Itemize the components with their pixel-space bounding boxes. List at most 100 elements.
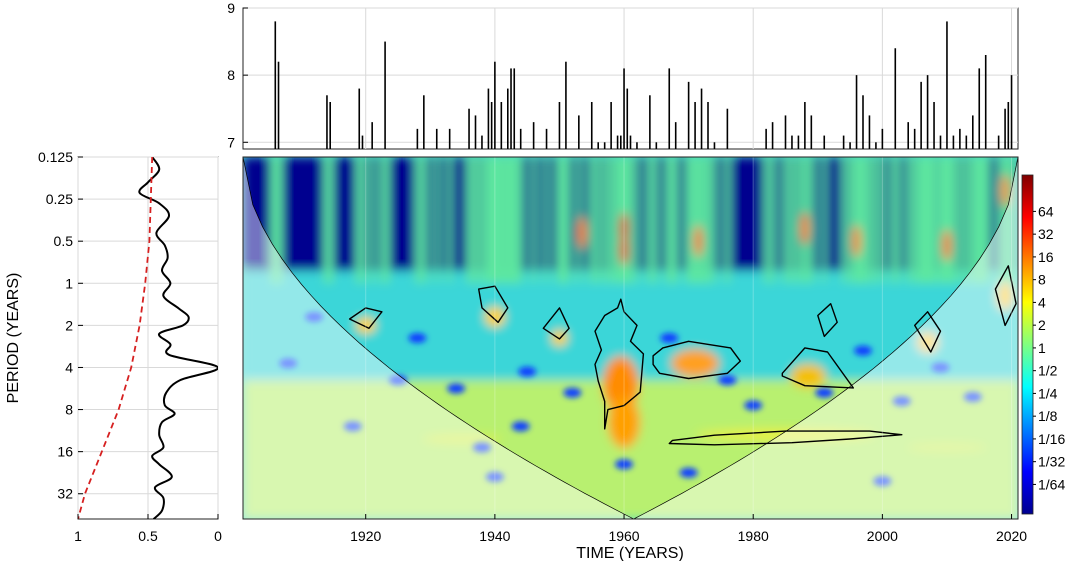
power-plume: [841, 157, 846, 284]
top-y-tick-label: 8: [227, 67, 235, 83]
left-x-tick-label: 0: [214, 528, 222, 544]
power-plume: [544, 157, 549, 284]
main-plot-frame: [242, 156, 1019, 520]
low-power-spot: [472, 442, 491, 453]
colorbar-tick-label: 1: [1038, 340, 1046, 356]
low-power-spot: [447, 383, 466, 394]
left-y-tick-label: 4: [65, 359, 73, 375]
top-y-tick-label: 7: [227, 134, 235, 150]
left-grid: [77, 156, 219, 519]
hot-core: [694, 225, 703, 258]
high-power-region: [608, 396, 641, 449]
high-power-region: [790, 363, 827, 388]
main-grid: [365, 157, 1013, 519]
power-plume: [705, 157, 711, 284]
power-plume: [970, 157, 976, 284]
x-axis-label: TIME (YEARS): [576, 545, 684, 561]
power-plume: [510, 157, 518, 284]
main-x-tick-label: 2000: [867, 528, 898, 544]
wavelet-power-field: [243, 157, 1018, 519]
low-power-spot: [305, 311, 324, 322]
power-plume: [415, 157, 420, 284]
power-plume: [602, 157, 607, 284]
significance-contour: [594, 298, 645, 430]
power-plume: [951, 157, 956, 284]
power-plume: [964, 157, 969, 284]
power-plume: [665, 157, 673, 284]
hot-core: [852, 225, 861, 258]
left-y-tick-label: 1: [65, 275, 73, 291]
left-y-tick-label: 0.25: [46, 191, 73, 207]
left-x-tick-label: 1: [74, 528, 82, 544]
power-plume: [323, 157, 331, 284]
top-panel: 7 8 9: [227, 0, 1019, 150]
power-plume: [912, 157, 917, 284]
global-spectrum-line: [138, 157, 218, 519]
main-panel: 1920 1940 1960 1980 2000 2020 TIME (YEARS): [242, 156, 1027, 561]
power-plume: [615, 157, 620, 284]
low-power-spot: [854, 345, 872, 356]
left-y-tick-label: 16: [57, 444, 73, 460]
significance-contour: [652, 340, 741, 380]
power-plume: [356, 157, 363, 284]
power-plume: [996, 157, 1001, 284]
power-plume: [576, 157, 582, 284]
power-plume: [942, 157, 952, 284]
power-plume: [880, 157, 885, 284]
power-plume: [957, 157, 963, 284]
significance-contour: [994, 265, 1017, 327]
power-plume: [491, 157, 499, 284]
colorbar-tick-label: 1/4: [1038, 385, 1058, 401]
power-plume: [770, 157, 776, 284]
low-power-spot: [873, 476, 892, 487]
hot-core: [800, 212, 809, 245]
power-plume: [938, 157, 943, 284]
left-y-tick-label: 2: [65, 317, 73, 333]
power-plume: [763, 157, 769, 284]
power-plume: [724, 157, 731, 284]
low-power-spot: [343, 421, 362, 432]
wavelet-power-spots: [279, 311, 982, 487]
colorbar-tick-label: 4: [1038, 294, 1046, 310]
main-x-tick-label: 1920: [350, 528, 381, 544]
power-plume: [822, 157, 827, 284]
low-power-spot: [518, 366, 537, 377]
low-power-spot: [408, 333, 427, 343]
low-power-spot: [485, 471, 504, 482]
hot-core: [578, 216, 587, 249]
left-y-tick-label: 32: [57, 486, 73, 502]
low-power-spot: [815, 387, 834, 398]
power-plume: [380, 157, 390, 284]
power-plume: [360, 157, 365, 284]
hot-core: [620, 233, 629, 266]
low-power-spot: [892, 396, 911, 407]
power-plume: [654, 157, 659, 284]
colorbar-tick-label: 1/16: [1038, 431, 1065, 447]
low-power-spot: [660, 333, 679, 343]
power-plume: [782, 157, 789, 284]
power-plume: [866, 157, 873, 284]
power-plume: [873, 157, 878, 284]
power-plume: [975, 157, 983, 284]
power-plume: [1002, 157, 1008, 284]
power-plume: [608, 157, 615, 284]
power-plume: [848, 157, 853, 284]
left-y-tick-label: 0.125: [38, 149, 73, 165]
power-plume: [628, 157, 633, 284]
power-plume: [274, 157, 283, 284]
low-power-spot: [615, 459, 634, 470]
power-plume: [327, 157, 334, 284]
power-plume: [485, 157, 492, 284]
significance-level-line: [78, 157, 154, 519]
significance-contour: [542, 307, 570, 340]
high-power-region: [997, 281, 1014, 310]
low-power-spot: [389, 375, 407, 386]
power-plume: [447, 157, 452, 284]
power-plume: [931, 157, 937, 284]
colorbar: 1/64 1/32 1/16 1/8 1/4 1/2 1 2 4 8 16 32 64: [1021, 174, 1065, 515]
power-plume: [498, 157, 505, 284]
top-y-ticks: 7 8 9: [227, 0, 248, 150]
significance-contour: [817, 303, 838, 338]
power-plume: [472, 157, 479, 284]
